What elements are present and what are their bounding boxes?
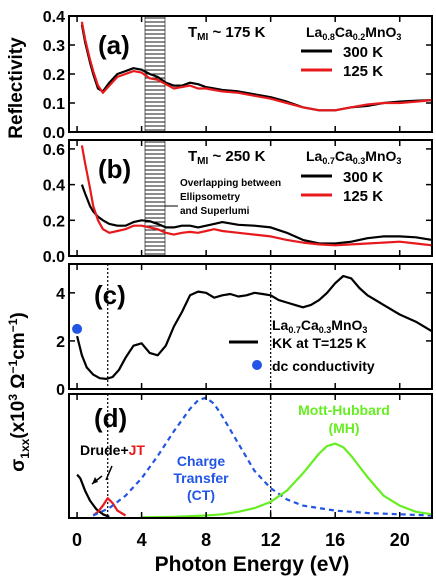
mh-label-line1: Mott-Hubbard xyxy=(298,402,390,418)
jt-text: JT xyxy=(129,442,146,458)
dc-point xyxy=(72,323,83,334)
panel-b-frame xyxy=(68,139,433,257)
drude-text: Drude+ xyxy=(80,442,129,458)
panel-c-material: La0.7Ca0.3MnO3 xyxy=(272,317,367,335)
panel-b-series xyxy=(80,145,433,247)
x-axis: 0 4 8 12 16 20 xyxy=(72,16,410,550)
ct-label-line1: Charge xyxy=(177,453,225,469)
series-d-0 xyxy=(76,473,110,518)
panel-a-label: (a) xyxy=(98,30,130,60)
series-b-1 xyxy=(80,145,433,247)
ytick-label-c-2: 4 xyxy=(56,286,65,303)
series-d-3 xyxy=(141,442,433,519)
ytick-label-c-0: 0 xyxy=(56,382,65,399)
series-b-0 xyxy=(80,184,433,245)
xtick-label-1: 4 xyxy=(137,530,147,550)
overlap-note-line1: Overlapping between xyxy=(180,178,281,189)
legend-a-300k-label: 300 K xyxy=(343,44,383,61)
hatched-region-b xyxy=(144,139,166,257)
xtick-label-4: 16 xyxy=(325,530,345,550)
jt-arrow xyxy=(105,465,113,481)
xtick-label-3: 12 xyxy=(261,530,281,550)
panel-d-frame xyxy=(68,393,433,519)
mh-label-line2: (MH) xyxy=(328,420,359,436)
legend-c-dc-label: dc conductivity xyxy=(272,358,375,374)
panel-b: 0.0 0.2 0.4 0.6 (b) TMI ~ 250 K La0.7Ca0.3M… xyxy=(43,139,433,266)
panel-d-label: (d) xyxy=(94,403,127,433)
panel-c: 0 2 4 (c) La0.7Ca0.3MnO3 KK at T=125 K dc … xyxy=(56,263,433,399)
legend-b-300k-label: 300 K xyxy=(343,169,383,186)
ytick-label-a-3: 0.3 xyxy=(43,38,65,55)
ct-label-line3: (CT) xyxy=(187,487,215,503)
overlap-note-line3: and Superlumi xyxy=(180,206,250,217)
series-d-2 xyxy=(92,396,433,517)
panel-a-y-axis: 0.0 0.1 0.2 0.3 0.4 xyxy=(43,9,432,142)
ytick-label-b-1: 0.2 xyxy=(43,213,65,230)
panel-d-series xyxy=(76,394,433,519)
panel-b-material: La0.7Ca0.3MnO3 xyxy=(306,148,401,166)
ytick-label-a-4: 0.4 xyxy=(43,9,65,26)
ytick-label-b-3: 0.6 xyxy=(43,142,65,159)
ytick-label-c-1: 2 xyxy=(56,334,65,351)
series-c-0 xyxy=(76,274,433,380)
legend-c-dc-marker xyxy=(252,360,262,370)
overlap-note-line2: Ellipsometry xyxy=(180,192,240,203)
panel-a-material: La0.8Ca0.2MnO3 xyxy=(306,24,401,42)
panel-a-annotation: TMI ~ 175 K xyxy=(188,24,266,43)
panel-c-frame xyxy=(68,263,433,390)
sigma-axis-label: σ1xx(x103 Ω−1cm−1) xyxy=(6,312,32,471)
panel-b-label: (b) xyxy=(98,154,131,184)
panel-a-series xyxy=(80,21,433,112)
xtick-label-0: 0 xyxy=(72,530,82,550)
x-axis-label: Photon Energy (eV) xyxy=(155,553,350,576)
ytick-label-a-2: 0.2 xyxy=(43,67,65,84)
ytick-label-a-1: 0.1 xyxy=(43,96,65,113)
ytick-label-b-2: 0.4 xyxy=(43,178,65,195)
drude-label: Drude+JT xyxy=(80,442,145,458)
panel-b-annotation: TMI ~ 250 K xyxy=(188,148,266,167)
legend-a-125k-label: 125 K xyxy=(343,63,383,80)
reflectivity-axis-label: Reflectivity xyxy=(6,37,27,139)
ytick-label-a-0: 0.0 xyxy=(43,125,65,142)
panel-a: 0.0 0.1 0.2 0.3 0.4 (a) TMI ~ 175 K La0.8Ca0… xyxy=(43,9,433,142)
panel-d: (d) Drude+JT Charge Transfer (CT) Mott-H… xyxy=(68,393,433,519)
series-a-1 xyxy=(80,21,433,112)
panel-c-label: (c) xyxy=(94,280,126,310)
legend-c-kk-label: KK at T=125 K xyxy=(272,335,367,351)
panel-b-y-axis: 0.0 0.2 0.4 0.6 xyxy=(43,142,432,266)
series-d-1 xyxy=(92,497,127,517)
panel-c-series xyxy=(72,264,433,389)
xtick-label-5: 20 xyxy=(390,530,410,550)
ct-label-line2: Transfer xyxy=(173,470,229,486)
ytick-label-b-0: 0.0 xyxy=(43,249,65,266)
xtick-label-2: 8 xyxy=(201,530,211,550)
panel-c-y-axis: 0 2 4 xyxy=(56,286,432,399)
legend-b-125k-label: 125 K xyxy=(343,188,383,205)
drude-arrow-head xyxy=(92,477,98,484)
